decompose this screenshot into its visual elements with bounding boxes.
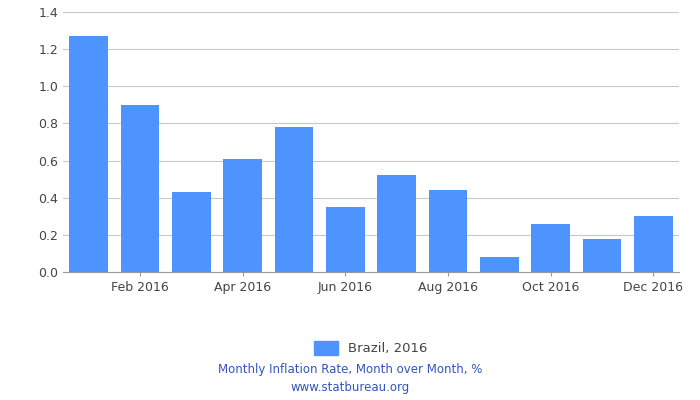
Bar: [69, 36, 108, 272]
Text: Monthly Inflation Rate, Month over Month, %: Monthly Inflation Rate, Month over Month…: [218, 364, 482, 376]
Bar: [223, 159, 262, 272]
Bar: [582, 238, 622, 272]
Bar: [634, 216, 673, 272]
Bar: [531, 224, 570, 272]
Bar: [274, 127, 314, 272]
Bar: [326, 207, 365, 272]
Bar: [120, 105, 160, 272]
Legend: Brazil, 2016: Brazil, 2016: [309, 336, 433, 360]
Bar: [172, 192, 211, 272]
Bar: [480, 257, 519, 272]
Text: www.statbureau.org: www.statbureau.org: [290, 382, 410, 394]
Bar: [428, 190, 468, 272]
Bar: [377, 176, 416, 272]
